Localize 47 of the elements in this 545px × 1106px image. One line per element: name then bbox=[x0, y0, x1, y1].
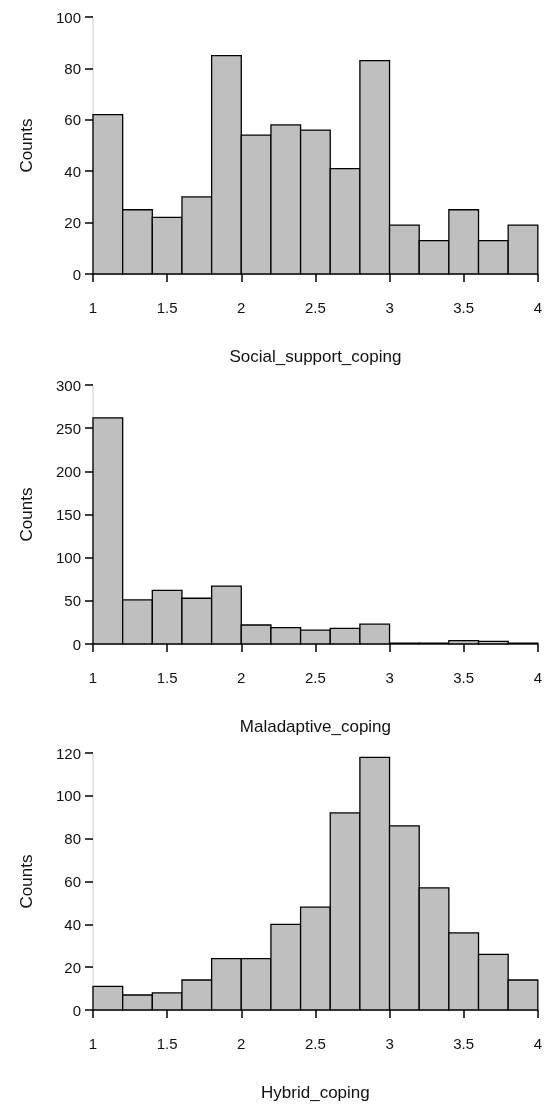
y-tick-label: 100 bbox=[55, 549, 81, 567]
y-tick-label: 200 bbox=[55, 462, 81, 480]
y-axis-title: Counts bbox=[17, 487, 36, 542]
y-tick-label: 250 bbox=[55, 419, 81, 437]
x-tick-label: 3.5 bbox=[453, 299, 475, 316]
y-tick-label: 100 bbox=[55, 8, 81, 26]
x-tick-label: 2.5 bbox=[304, 299, 326, 316]
x-axis-title: Hybrid_coping bbox=[261, 1083, 370, 1102]
x-tick-label: 2.5 bbox=[304, 669, 326, 686]
y-axis-title: Counts bbox=[17, 854, 36, 909]
y-tick-label: 150 bbox=[55, 506, 81, 523]
x-tick-label: 3 bbox=[385, 299, 394, 316]
x-tick-label: 3 bbox=[385, 1035, 394, 1052]
y-tick-label: 40 bbox=[64, 162, 81, 180]
x-tick-label: 1.5 bbox=[156, 669, 178, 686]
x-axis-title: Maladaptive_coping bbox=[239, 717, 392, 736]
y-tick-label: 60 bbox=[64, 111, 81, 129]
x-tick-label: 1 bbox=[88, 299, 98, 316]
y-tick-label: 20 bbox=[64, 958, 81, 976]
y-tick-label: 60 bbox=[64, 873, 81, 890]
y-tick-label: 0 bbox=[72, 635, 81, 653]
y-tick-label: 0 bbox=[72, 265, 81, 283]
y-tick-label: 20 bbox=[64, 214, 81, 232]
x-tick-label: 2.5 bbox=[304, 1035, 326, 1052]
y-tick-label: 50 bbox=[64, 592, 81, 610]
x-tick-label: 4 bbox=[533, 669, 542, 686]
x-tick-label: 2 bbox=[237, 1035, 246, 1052]
y-axis-title: Counts bbox=[17, 118, 36, 173]
y-tick-label: 80 bbox=[64, 59, 81, 77]
x-tick-label: 1.5 bbox=[156, 299, 178, 316]
x-axis-title: Social_support_coping bbox=[229, 347, 402, 366]
y-tick-label: 0 bbox=[72, 1001, 81, 1019]
x-tick-label: 4 bbox=[533, 299, 542, 316]
x-tick-label: 3.5 bbox=[453, 669, 475, 686]
x-tick-label: 1.5 bbox=[156, 1035, 178, 1052]
x-tick-label: 4 bbox=[533, 1035, 542, 1052]
x-tick-label: 1 bbox=[88, 669, 98, 686]
y-tick-label: 300 bbox=[55, 376, 81, 394]
y-tick-label: 100 bbox=[55, 787, 81, 805]
y-tick-label: 80 bbox=[64, 830, 81, 848]
x-tick-label: 3 bbox=[385, 669, 394, 686]
x-tick-label: 2 bbox=[237, 669, 246, 686]
x-tick-label: 2 bbox=[237, 299, 246, 316]
y-tick-label: 120 bbox=[55, 744, 81, 762]
x-tick-label: 1 bbox=[88, 1035, 98, 1052]
x-tick-label: 3.5 bbox=[453, 1035, 475, 1052]
y-tick-label: 40 bbox=[64, 915, 81, 933]
